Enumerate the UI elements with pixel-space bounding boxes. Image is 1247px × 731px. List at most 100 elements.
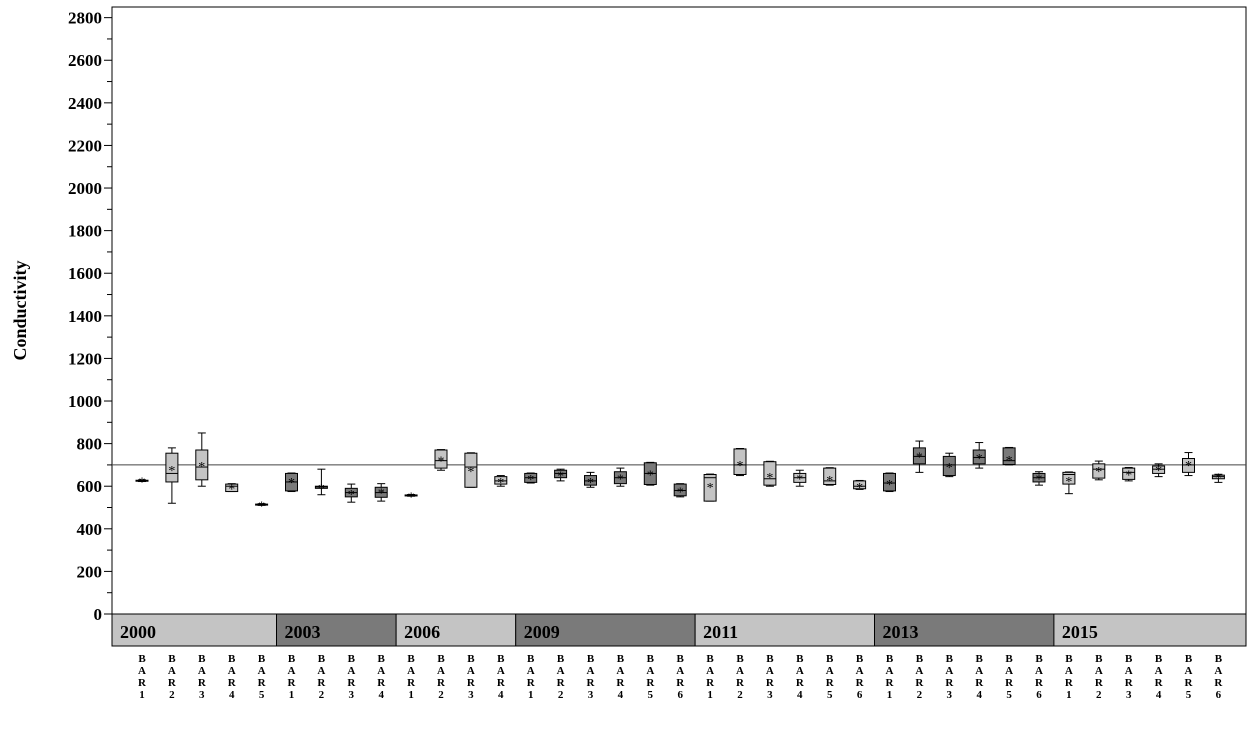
site-label: B — [1005, 653, 1013, 665]
site-label: R — [886, 677, 895, 689]
box-plot-2000-BAR4: * — [225, 482, 239, 497]
site-label: R — [826, 677, 835, 689]
year-band: 2000 2003 2006 2009 2011 2013 2015 — [111, 613, 1247, 647]
site-label: B — [138, 653, 146, 665]
site-label: B — [647, 653, 655, 665]
year-label: 2015 — [1062, 622, 1098, 642]
site-label: 2 — [169, 689, 175, 701]
site-label: A — [317, 665, 325, 677]
mean-marker: * — [1006, 454, 1013, 469]
box — [195, 449, 209, 481]
site-label: R — [915, 677, 924, 689]
site-label: R — [945, 677, 954, 689]
mean-marker: * — [766, 471, 773, 486]
site-label: 3 — [468, 689, 474, 701]
box-plot-2006-BAR2: * — [434, 449, 448, 471]
site-label: A — [945, 665, 953, 677]
site-label: A — [676, 665, 684, 677]
site-label: 3 — [588, 689, 594, 701]
site-label: 6 — [1216, 689, 1222, 701]
site-label: 4 — [797, 689, 803, 701]
site-label: R — [1065, 677, 1074, 689]
site-label: A — [347, 665, 355, 677]
site-label: 2 — [319, 689, 325, 701]
mean-marker: * — [946, 461, 953, 476]
box-plot-2003-BAR1: * — [285, 472, 298, 493]
site-label: 2 — [917, 689, 923, 701]
y-tick-label: 1600 — [68, 264, 102, 283]
year-label: 2006 — [404, 622, 440, 642]
site-label: R — [736, 677, 745, 689]
box — [434, 449, 448, 469]
y-tick-label: 600 — [77, 477, 103, 496]
site-label: A — [646, 665, 654, 677]
site-label: A — [915, 665, 923, 677]
year-label: 2009 — [524, 622, 560, 642]
site-label: 6 — [857, 689, 863, 701]
box — [1152, 465, 1166, 474]
site-label: A — [437, 665, 445, 677]
site-label: A — [1095, 665, 1103, 677]
site-label: R — [1095, 677, 1104, 689]
mean-marker: * — [168, 464, 175, 479]
site-label: B — [826, 653, 834, 665]
mean-marker: * — [228, 482, 235, 497]
site-label: 1 — [707, 689, 713, 701]
mean-marker: * — [198, 460, 205, 475]
site-label: 4 — [498, 689, 504, 701]
box-plot-2011-BAR1: * — [703, 473, 717, 502]
site-label: R — [407, 677, 416, 689]
site-label: 1 — [528, 689, 534, 701]
site-label: B — [318, 653, 326, 665]
mean-marker: * — [258, 500, 265, 515]
box — [1122, 467, 1136, 480]
box — [733, 448, 747, 475]
site-label: B — [677, 653, 685, 665]
box — [464, 452, 478, 488]
box — [763, 461, 777, 486]
site-label: B — [766, 653, 774, 665]
site-label: 1 — [1066, 689, 1072, 701]
box — [584, 475, 597, 486]
site-labels: BAR1BAR2BAR3BAR4BAR5BAR1BAR2BAR3BAR4BAR1… — [138, 653, 1223, 701]
mean-marker: * — [497, 476, 504, 491]
site-label: B — [1125, 653, 1133, 665]
site-label: 2 — [737, 689, 743, 701]
mean-marker: * — [737, 459, 744, 474]
site-label: 2 — [438, 689, 444, 701]
site-label: A — [557, 665, 565, 677]
mean-marker: * — [617, 473, 624, 488]
site-label: B — [617, 653, 625, 665]
site-label: R — [676, 677, 685, 689]
mean-marker: * — [916, 450, 923, 465]
site-label: 4 — [1156, 689, 1162, 701]
site-label: 5 — [1006, 689, 1012, 701]
mean-marker: * — [1155, 464, 1162, 479]
mean-marker: * — [1095, 465, 1102, 480]
year-label: 2000 — [120, 622, 156, 642]
site-label: A — [198, 665, 206, 677]
box-plots: * * * * * * * * * * * * * * * * * * * * * * * * * * * * * * * * * * * * * — [135, 432, 1225, 515]
box — [883, 472, 896, 492]
box — [1062, 471, 1076, 485]
site-label: B — [1035, 653, 1043, 665]
y-tick-label: 1800 — [68, 222, 102, 241]
site-label: B — [348, 653, 356, 665]
site-label: B — [378, 653, 386, 665]
mean-marker: * — [677, 485, 684, 500]
box-plot-2003-BAR2: * — [314, 468, 328, 497]
box — [1092, 463, 1106, 479]
y-tick-label: 2600 — [68, 51, 102, 70]
site-label: B — [228, 653, 236, 665]
site-label: R — [1005, 677, 1014, 689]
box-plot-2011-BAR4: * — [793, 469, 807, 488]
site-label: 5 — [1186, 689, 1192, 701]
site-label: R — [168, 677, 177, 689]
site-label: A — [497, 665, 505, 677]
site-label: A — [377, 665, 385, 677]
site-label: A — [616, 665, 624, 677]
box-plot-2009-BAR6: * — [673, 483, 687, 500]
box — [554, 469, 568, 479]
box — [165, 452, 179, 483]
